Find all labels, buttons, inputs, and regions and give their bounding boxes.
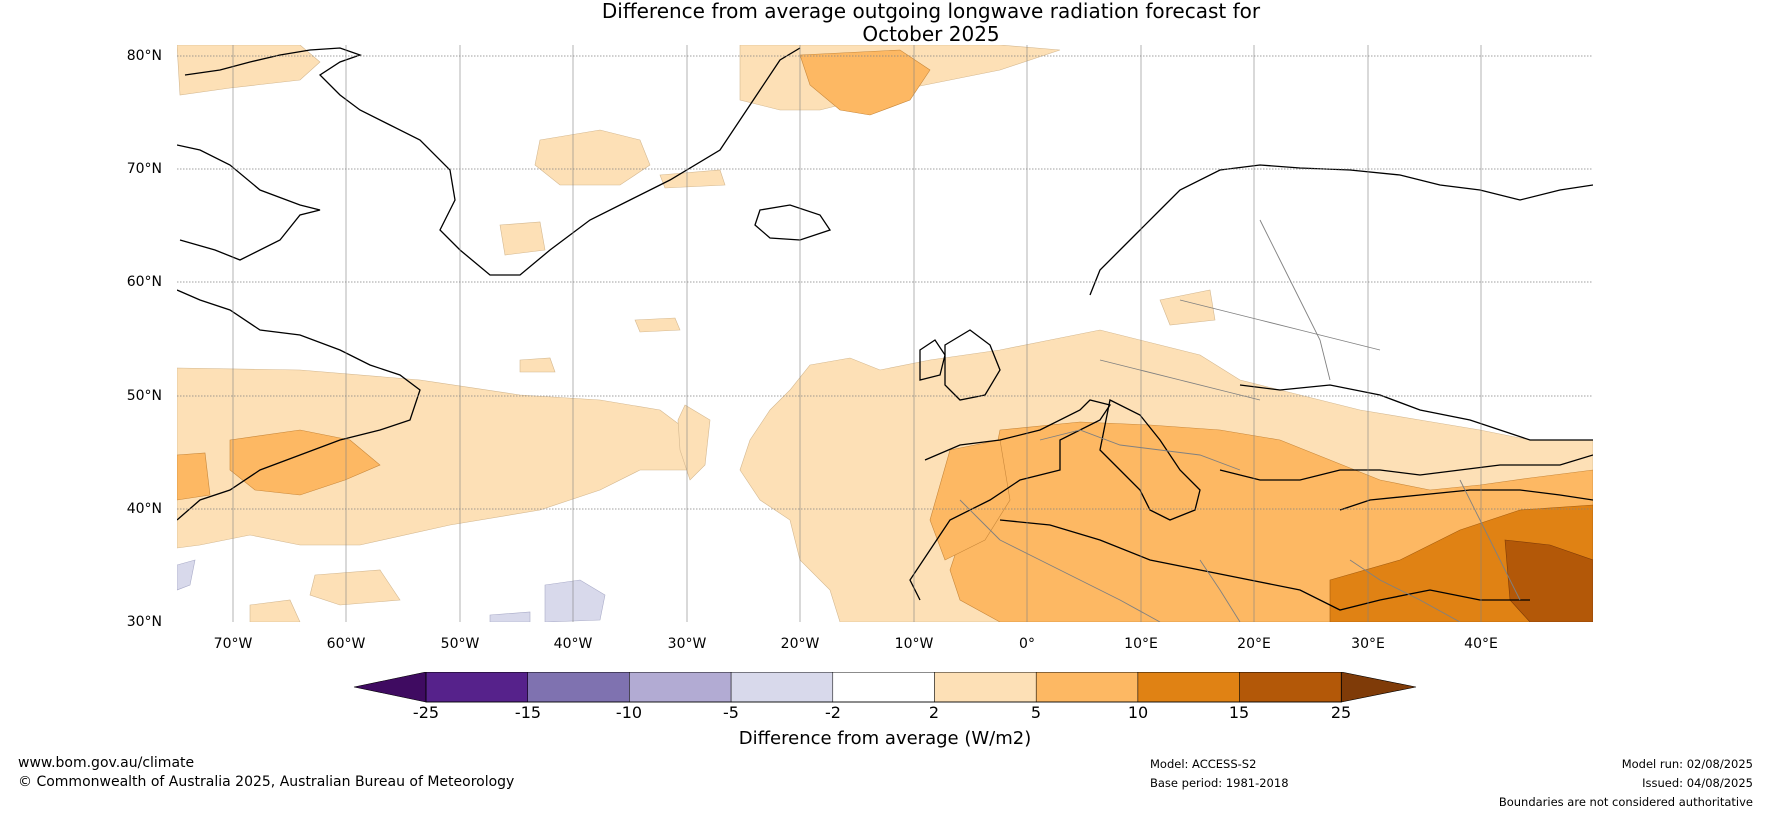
issued-text: Issued: 04/08/2025 bbox=[1642, 776, 1753, 790]
website-link[interactable]: www.bom.gov.au/climate bbox=[18, 755, 195, 771]
lon-label-20w: 20°W bbox=[780, 636, 820, 652]
lon-label-30w: 30°W bbox=[667, 636, 707, 652]
colorbar-swatch-5-10 bbox=[1035, 672, 1139, 703]
graticule bbox=[232, 45, 1482, 622]
lat-label-50n: 50°N bbox=[126, 388, 162, 404]
lon-label-10e: 10°E bbox=[1124, 636, 1158, 652]
colorbar bbox=[353, 672, 1417, 703]
colorbar-tick-neg10: -10 bbox=[615, 703, 643, 722]
colorbar-swatch-neg15-neg10 bbox=[527, 672, 630, 703]
lon-label-30e: 30°E bbox=[1351, 636, 1385, 652]
colorbar-swatch-10-15 bbox=[1137, 672, 1240, 703]
colorbar-tick-neg15: -15 bbox=[514, 703, 542, 722]
colorbar-tick-2: 2 bbox=[928, 703, 940, 722]
lat-label-70n: 70°N bbox=[126, 161, 162, 177]
lon-label-50w: 50°W bbox=[440, 636, 480, 652]
copyright-text: © Commonwealth of Australia 2025, Austra… bbox=[18, 774, 515, 790]
map-title-line2: October 2025 bbox=[862, 22, 1000, 46]
map-title-line1: Difference from average outgoing longwav… bbox=[601, 0, 1261, 23]
colorbar-tick-15: 15 bbox=[1228, 703, 1250, 722]
lon-label-70w: 70°W bbox=[213, 636, 253, 652]
colorbar-label: Difference from average (W/m2) bbox=[738, 728, 1032, 749]
lat-label-60n: 60°N bbox=[126, 274, 162, 290]
colorbar-tick-neg2: -2 bbox=[825, 703, 841, 722]
anomaly-band-neg5-neg2 bbox=[177, 559, 606, 622]
lat-label-80n: 80°N bbox=[126, 48, 162, 64]
colorbar-tick-25: 25 bbox=[1330, 703, 1352, 722]
colorbar-swatch-neg2-2 bbox=[832, 672, 935, 703]
lon-label-60w: 60°W bbox=[326, 636, 366, 652]
lon-label-40e: 40°E bbox=[1464, 636, 1498, 652]
colorbar-tick-5: 5 bbox=[1030, 703, 1042, 722]
lon-label-0: 0° bbox=[1019, 636, 1035, 652]
coastlines bbox=[177, 47, 1593, 611]
lon-label-10w: 10°W bbox=[894, 636, 934, 652]
colorbar-tick-neg5: -5 bbox=[723, 703, 739, 722]
lon-label-20e: 20°E bbox=[1237, 636, 1271, 652]
colorbar-swatch-neg5-neg2 bbox=[730, 672, 834, 703]
colorbar-tick-neg25: -25 bbox=[412, 703, 440, 722]
colorbar-swatch-neg10-neg5 bbox=[629, 672, 732, 703]
colorbar-extend-max bbox=[1340, 672, 1417, 703]
colorbar-tick-10: 10 bbox=[1127, 703, 1149, 722]
colorbar-extend-min bbox=[353, 672, 427, 703]
lon-label-40w: 40°W bbox=[553, 636, 593, 652]
base-period-text: Base period: 1981-2018 bbox=[1150, 776, 1289, 790]
disclaimer-text: Boundaries are not considered authoritat… bbox=[1498, 795, 1753, 809]
colorbar-swatch-2-5 bbox=[934, 672, 1037, 703]
colorbar-swatch-neg25-neg15 bbox=[425, 672, 528, 703]
colorbar-outline bbox=[425, 672, 1342, 703]
latitude-lines bbox=[177, 55, 1593, 510]
map-title: Difference from average outgoing longwav… bbox=[0, 0, 1770, 46]
lat-label-40n: 40°N bbox=[126, 501, 162, 517]
lat-label-30n: 30°N bbox=[126, 614, 162, 630]
anomaly-map bbox=[177, 45, 1593, 622]
country-borders bbox=[959, 219, 1521, 622]
model-run-text: Model run: 02/08/2025 bbox=[1621, 757, 1753, 771]
model-text: Model: ACCESS-S2 bbox=[1150, 757, 1257, 771]
colorbar-swatch-15-25 bbox=[1239, 672, 1342, 703]
